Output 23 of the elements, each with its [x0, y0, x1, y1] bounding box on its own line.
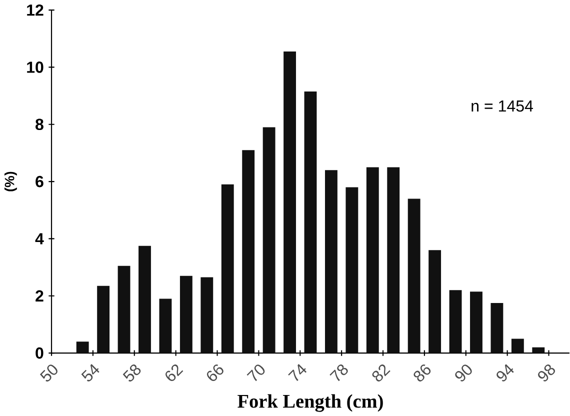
x-tick-label: 62	[166, 364, 184, 381]
x-tick-label: 86	[414, 364, 431, 382]
x-tick-label: 90	[455, 364, 472, 382]
x-tick-label: 54	[81, 364, 100, 382]
x-tick-label: 70	[246, 364, 265, 381]
x-tick-label: 66	[206, 364, 224, 381]
annotation: n = 1454	[472, 100, 533, 112]
x-axis-title: Fork Length (cm)	[238, 394, 383, 412]
x-tick-label: 82	[372, 364, 390, 382]
y-axis-title: (%)	[4, 172, 17, 192]
x-tick-label: 78	[330, 364, 348, 381]
x-tick-label: 50	[40, 364, 58, 382]
x-tick-label: 98	[538, 364, 556, 382]
y-tick-label: 8	[36, 118, 44, 130]
y-tick-label: 10	[27, 61, 44, 73]
y-tick-label: 12	[27, 4, 44, 16]
y-tick-label: 2	[36, 290, 44, 302]
x-tick-label: 74	[288, 364, 307, 381]
y-tick-label: 6	[36, 176, 44, 188]
y-tick-label: 0	[36, 347, 44, 359]
y-tick-label: 4	[35, 233, 44, 244]
x-tick-label: 58	[122, 364, 141, 382]
x-tick-label: 94	[496, 364, 514, 382]
